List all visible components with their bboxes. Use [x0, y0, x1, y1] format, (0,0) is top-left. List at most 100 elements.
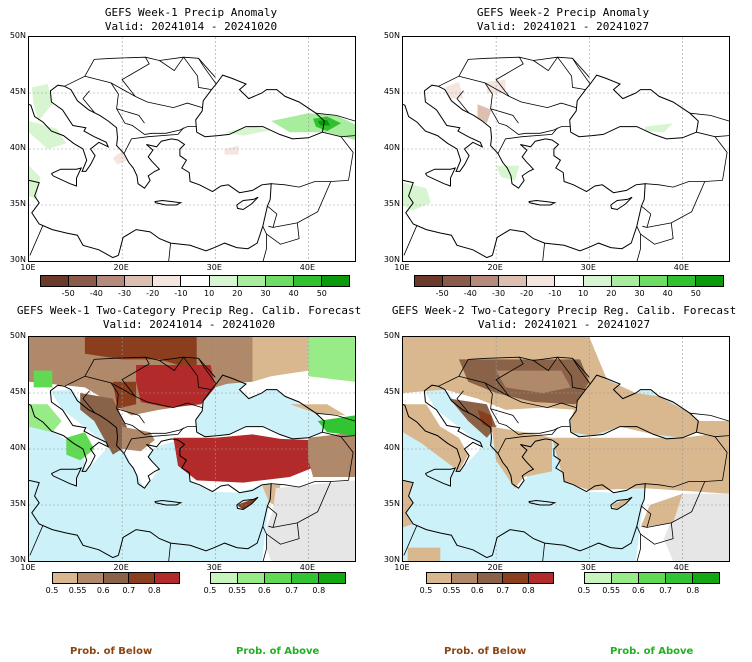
lon-label: 20E [113, 263, 129, 272]
country-border [183, 356, 212, 390]
lat-label: 35N [9, 499, 26, 508]
coastline [154, 199, 183, 206]
colorbar-label: 0.8 [148, 586, 161, 595]
coastline [29, 179, 119, 259]
colorbar-label: -20 [520, 289, 534, 298]
colorbar-label: 0.5 [203, 586, 217, 595]
probability-area [640, 493, 683, 528]
country-border [340, 136, 354, 181]
country-border [641, 205, 652, 228]
country-border [159, 56, 184, 72]
colorbar-label: 0.6 [632, 586, 645, 595]
colorbar-swatch [695, 276, 724, 286]
panel-week2-twocat: GEFS Week-2 Two-Category Precip Reg. Cal… [376, 300, 752, 662]
probability-area [477, 409, 493, 429]
colorbar-label: 0.7 [122, 586, 136, 595]
country-border [714, 136, 728, 181]
footer-prob-above: Prob. of Above [610, 646, 694, 657]
coastline [425, 467, 457, 487]
probability-area [645, 123, 674, 133]
colorbar-label: -10 [174, 289, 188, 298]
lon-label: 40E [299, 263, 316, 272]
below-colorbar [426, 572, 554, 584]
country-border [266, 522, 300, 545]
probability-area [215, 337, 253, 384]
country-border [438, 56, 590, 87]
probability-area [84, 337, 197, 371]
country-border [262, 226, 267, 261]
country-border [572, 58, 591, 85]
coastline [610, 496, 633, 511]
country-border [696, 131, 729, 138]
lon-label: 10E [394, 563, 410, 572]
coastline [29, 384, 110, 472]
colorbar-swatch [666, 573, 693, 583]
probability-area [496, 370, 571, 393]
black-sea [195, 375, 325, 439]
country-border [641, 505, 652, 528]
lon-label: 20E [113, 563, 129, 572]
colorbar-label: 0.55 [602, 586, 621, 595]
colorbar-label: -50 [61, 289, 75, 298]
anomaly-colorbar [40, 275, 350, 287]
probability-area [663, 493, 729, 561]
colorbar-swatch [292, 573, 319, 583]
colorbar-swatch [41, 276, 70, 286]
colorbar-swatch [209, 276, 238, 286]
colorbar-swatch [555, 276, 584, 286]
coastline [195, 74, 325, 140]
colorbar-swatch [639, 276, 668, 286]
country-border [640, 522, 674, 545]
country-border [315, 412, 355, 422]
probability-area [403, 404, 469, 472]
lat-label: 30N [383, 555, 400, 564]
probability-area [66, 432, 95, 461]
country-border [64, 56, 216, 87]
panel-valid: Valid: 20241014 - 20241020 [102, 318, 276, 331]
probability-area [266, 480, 355, 561]
probability-area [403, 337, 729, 438]
country-border [116, 108, 145, 124]
country-border [490, 108, 519, 124]
colorbar-swatch [125, 276, 154, 286]
country-border [271, 180, 349, 188]
colorbar-label: 0.7 [659, 586, 672, 595]
country-border [458, 375, 577, 409]
colorbar-swatch [667, 276, 696, 286]
country-border [267, 205, 278, 228]
colorbar-swatch [78, 573, 104, 583]
footer-prob-below: Prob. of Below [444, 646, 527, 657]
below-colorbar [52, 572, 180, 584]
probability-area [552, 432, 729, 494]
lon-label: 30E [580, 263, 596, 272]
colorbar-label: 0.55 [68, 586, 87, 595]
colorbar-label: 0.7 [496, 586, 510, 595]
colorbar-label: 10 [577, 289, 589, 298]
lat-label: 40N [9, 443, 26, 452]
country-border [84, 75, 203, 109]
footer-prob-above: Prob. of Above [236, 646, 320, 657]
probability-area [31, 84, 53, 121]
colorbar-label: 0.55 [228, 586, 247, 595]
probability-area [112, 381, 137, 409]
colorbar-swatch [499, 276, 528, 286]
country-border [533, 56, 558, 72]
probability-area [308, 337, 355, 382]
lon-label: 30E [206, 563, 222, 572]
colorbar-swatch [452, 573, 478, 583]
map-week2-twocat [402, 336, 730, 562]
country-border [272, 181, 332, 228]
colorbar-label: 0.8 [522, 586, 535, 595]
country-border [271, 480, 349, 488]
panel-valid: Valid: 20241021 - 20241027 [476, 20, 650, 33]
coastline [236, 496, 259, 511]
country-border [29, 525, 44, 556]
coastline [403, 84, 484, 172]
footer-prob-below: Prob. of Below [70, 646, 153, 657]
country-border [458, 75, 577, 109]
country-border [497, 427, 558, 454]
country-border [533, 356, 558, 372]
colorbar-label: 0.7 [285, 586, 298, 595]
probability-area [33, 370, 53, 388]
coastline [29, 479, 119, 559]
